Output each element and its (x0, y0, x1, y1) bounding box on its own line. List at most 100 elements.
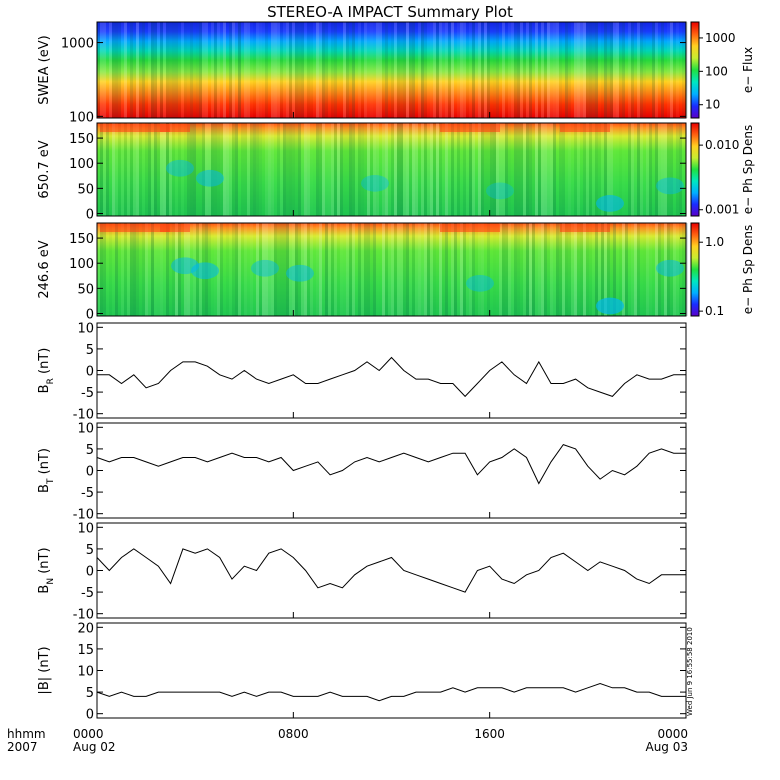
heatmap-patch (596, 297, 624, 315)
panel-5: -10 -5 0 5 10 BT (nT) (37, 421, 687, 523)
x-tick-label: 0000 (657, 727, 688, 741)
y-axis-label: BR (nT) (37, 348, 56, 394)
colorbar-tick-label: 0.001 (705, 203, 739, 217)
y-axis-label: |B| (nT) (37, 646, 52, 694)
y-axis-label-main: B (37, 585, 52, 594)
y-axis-label: 246.6 eV (37, 240, 52, 298)
heatmap-texture (97, 223, 688, 316)
y-axis-label-sub: R (46, 378, 56, 384)
x-tick-label: 1600 (474, 727, 505, 741)
panel-frame (96, 322, 687, 419)
panel-1: 10 100 1000 e− Flux 100 1000 SWEA (eV) (37, 21, 755, 125)
heatmap-hot-streak (100, 124, 170, 132)
panel-3: 0.1 1.0 e− Ph Sp Dens 0 50 100 150 246.6 eV (37, 222, 755, 322)
panel-2: 0.001 0.010 e− Ph Sp Dens 0 50 100 150 650.7 eV (37, 122, 755, 222)
heatmap-hot-streak (440, 124, 500, 132)
heatmap-texture (97, 22, 688, 118)
x-tick-date: Aug 03 (645, 740, 688, 754)
trace-line (96, 682, 686, 702)
y-tick-label: 10 (77, 665, 94, 680)
colorbar-tick-label: 1000 (705, 31, 736, 45)
y-tick-label: 10 (77, 421, 94, 436)
panel-7: 0 5 10 15 20 |B| (nT) (37, 621, 687, 723)
trace-line (96, 548, 686, 593)
colorbar-label: e− Ph Sp Dens (741, 225, 755, 314)
heatmap-patch (596, 195, 624, 212)
y-tick-label: 0 (86, 307, 94, 322)
heatmap-patch (196, 169, 224, 187)
y-tick-label: 0 (86, 708, 94, 723)
heatmap-patch (486, 182, 514, 200)
heatmap-patch (251, 259, 279, 277)
heatmap-patch (191, 262, 219, 280)
y-tick-label: 150 (69, 232, 94, 247)
y-tick-label: -10 (73, 408, 94, 423)
x-tick-label: 0800 (278, 727, 309, 741)
colorbar-tick-label: 100 (705, 64, 728, 78)
y-tick-label: 0 (86, 365, 94, 380)
colorbar-tick-label: 1.0 (705, 235, 724, 249)
y-tick-label: 100 (69, 110, 94, 125)
y-axis-label: 650.7 eV (37, 140, 52, 198)
heatmap-patch (361, 174, 389, 192)
y-tick-label: 20 (77, 621, 94, 636)
y-axis-label: BT (nT) (37, 448, 56, 493)
x-tick-date: Aug 02 (73, 740, 116, 754)
panel-frame (96, 21, 687, 119)
y-tick-label: 50 (77, 182, 94, 197)
y-axis-label-unit: (nT) (37, 448, 52, 478)
x-corner-label-year: 2007 (7, 740, 38, 754)
y-tick-label: -10 (73, 508, 94, 523)
y-tick-label: 1000 (61, 37, 94, 52)
heatmap-patch (286, 264, 314, 282)
colorbar (690, 122, 700, 217)
trace-line (97, 356, 686, 398)
heatmap-patch (656, 177, 684, 195)
x-tick-label: 0000 (73, 727, 104, 741)
colorbar-label: e− Ph Sp Dens (741, 125, 755, 214)
y-axis-label: BN (nT) (37, 547, 56, 593)
heatmap-patch (656, 259, 684, 277)
y-axis-label-sub: T (46, 478, 56, 485)
colorbar-tick-label: 0.010 (705, 138, 739, 152)
y-tick-label: -5 (81, 586, 94, 601)
y-tick-label: -10 (73, 608, 94, 623)
panel-6: -10 -5 0 5 10 BN (nT) (37, 521, 687, 623)
y-tick-label: 0 (86, 565, 94, 580)
panel-frame (96, 422, 687, 519)
y-axis-label-main: B (37, 384, 52, 393)
y-tick-label: 100 (69, 257, 94, 272)
timestamp: Wed Jun 9 16:55:58 2010 (686, 627, 694, 716)
heatmap-field (97, 22, 686, 118)
colorbar-tick-label: 10 (705, 98, 720, 112)
y-tick-label: 50 (77, 282, 94, 297)
heatmap-texture (100, 123, 684, 216)
y-tick-label: 5 (86, 343, 94, 358)
y-tick-label: -5 (81, 486, 94, 501)
y-axis-label-unit: (nT) (37, 547, 52, 577)
y-axis-label-sub: N (46, 578, 56, 585)
y-tick-label: 100 (69, 157, 94, 172)
heatmap-hot-streak (560, 224, 610, 232)
heatmap-field (97, 123, 686, 216)
panel-frame (96, 222, 687, 317)
heatmap-hot-streak (560, 124, 610, 132)
y-tick-label: 10 (77, 321, 94, 336)
heatmap-hot-streak (160, 124, 190, 132)
x-corner-label-hhmm: hhmm (7, 727, 46, 741)
plot-title: STEREO-A IMPACT Summary Plot (267, 3, 513, 21)
y-tick-label: 5 (86, 443, 94, 458)
y-tick-label: -5 (81, 386, 94, 401)
heatmap-patch (166, 159, 194, 177)
heatmap-hot-streak (160, 224, 190, 232)
colorbar-label: e− Flux (741, 47, 755, 93)
y-tick-label: 5 (86, 686, 94, 701)
panel-frame (96, 522, 687, 619)
y-tick-label: 0 (86, 465, 94, 480)
trace-line (96, 444, 686, 485)
heatmap-patch (466, 274, 494, 292)
y-axis-label: SWEA (eV) (37, 35, 52, 104)
